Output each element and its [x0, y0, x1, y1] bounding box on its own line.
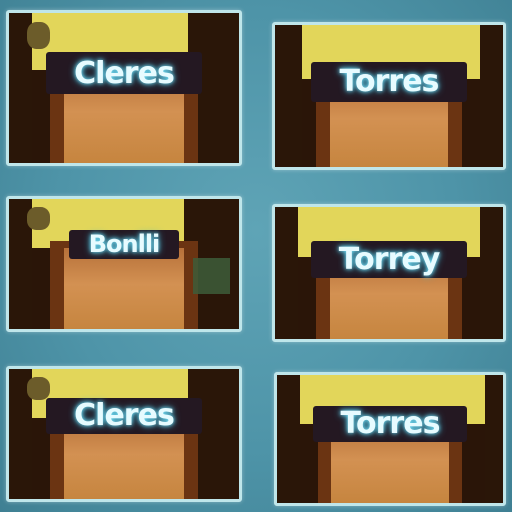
sign: Torres	[313, 405, 467, 442]
pillar	[9, 13, 32, 163]
pillar	[484, 375, 503, 503]
sign: Torrey	[311, 241, 467, 279]
tile-scene: Bonlli	[9, 199, 239, 329]
pillar	[275, 25, 303, 167]
tile-scene: Cleres	[9, 369, 239, 499]
camera-tile-6[interactable]: Torres	[274, 372, 506, 506]
tile-scene: Cleres	[9, 13, 239, 163]
sign-label: Cleres	[74, 55, 175, 91]
pillar	[275, 207, 298, 339]
tile-scene: Torres	[277, 375, 503, 503]
lamp-icon	[27, 22, 51, 49]
sign-label: Cleres	[74, 398, 175, 434]
sign: Torres	[311, 61, 467, 102]
sign-label: Torrey	[338, 242, 441, 278]
sign-label: Torres	[340, 406, 441, 442]
pillar	[9, 199, 32, 329]
pillar	[277, 375, 300, 503]
pillar	[480, 25, 503, 167]
sign-label: Bonlli	[88, 230, 161, 259]
pillar	[480, 207, 503, 339]
sign: Cleres	[45, 397, 203, 434]
camera-tile-3[interactable]: Bonlli	[6, 196, 242, 332]
tile-scene: Torrey	[275, 207, 503, 339]
pillar	[9, 369, 32, 499]
tile-scene: Torres	[275, 25, 503, 167]
side-panel	[193, 257, 230, 294]
sign-label: Torres	[339, 64, 440, 100]
camera-tile-2[interactable]: Torres	[272, 22, 506, 170]
camera-tile-5[interactable]: Cleres	[6, 366, 242, 502]
lamp-icon	[27, 206, 51, 231]
camera-tile-4[interactable]: Torrey	[272, 204, 506, 342]
sign: Cleres	[45, 52, 203, 94]
sign: Bonlli	[68, 230, 180, 259]
lamp-icon	[27, 376, 51, 401]
camera-tile-1[interactable]: Cleres	[6, 10, 242, 166]
door	[64, 248, 184, 329]
